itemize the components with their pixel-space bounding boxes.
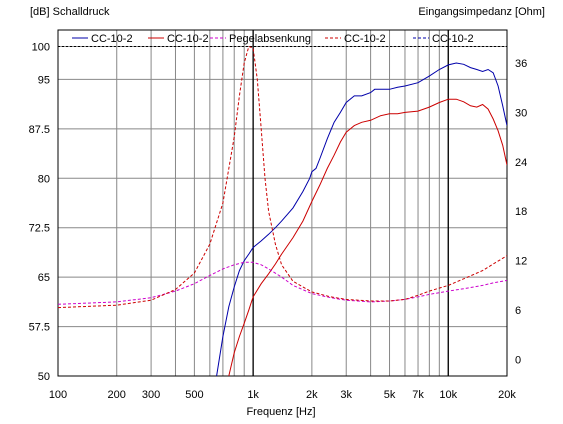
series-line-2	[228, 98, 507, 376]
x-axis-label: Frequenz [Hz]	[246, 406, 315, 418]
x-tick-labels: 100 200 300 500 1k 2k 3k 5k 7k 10k 20k	[49, 389, 517, 401]
y-left-tick-label: 57.5	[29, 322, 50, 334]
legend-entry: CC-10-2	[91, 33, 133, 45]
highlight-lines	[58, 30, 507, 376]
legend-entry: Pegelabsenkung	[229, 33, 311, 45]
y-right-tick-label: 12	[515, 256, 527, 268]
x-tick-label: 200	[108, 389, 126, 401]
x-tick-label: 7k	[412, 389, 424, 401]
x-tick-label: 300	[142, 389, 160, 401]
series-curves	[58, 45, 507, 376]
y-left-axis-label: [dB] Schalldruck	[30, 6, 110, 18]
y-right-tick-labels: 0 6 12 18 24 30 36	[515, 58, 527, 367]
legend-entry: CC-10-2	[432, 33, 474, 45]
x-tick-label: 500	[185, 389, 203, 401]
x-tick-label: 20k	[498, 389, 516, 401]
x-tick-label: 2k	[306, 389, 318, 401]
y-left-tick-label: 50	[38, 371, 50, 383]
y-right-tick-label: 0	[515, 355, 521, 367]
y-right-tick-label: 18	[515, 206, 527, 218]
y-right-axis-label: Eingangsimpedanz [Ohm]	[418, 6, 545, 18]
y-left-tick-label: 72.5	[29, 223, 50, 235]
legend-entry: CC-10-2	[344, 33, 386, 45]
y-left-tick-labels: 50 57.5 65 72.5 80 87.5 95 100	[29, 41, 50, 383]
grid	[58, 30, 507, 376]
series-line-1	[216, 62, 507, 376]
x-tick-label: 1k	[247, 389, 259, 401]
y-left-tick-label: 100	[32, 41, 50, 53]
legend-entry: CC-10-2	[167, 33, 209, 45]
y-left-tick-label: 95	[38, 74, 50, 86]
y-left-tick-label: 87.5	[29, 124, 50, 136]
y-left-tick-label: 65	[38, 272, 50, 284]
series-line-4	[58, 45, 507, 309]
y-right-tick-label: 6	[515, 305, 521, 317]
y-left-tick-label: 80	[38, 173, 50, 185]
series-line-3	[58, 261, 507, 305]
plot-frame	[57, 29, 508, 377]
x-tick-label: 3k	[340, 389, 352, 401]
x-tick-label: 5k	[384, 389, 396, 401]
legend: CC-10-2 CC-10-2 Pegelabsenkung CC-10-2 CC-10…	[72, 33, 474, 45]
y-right-tick-label: 36	[515, 58, 527, 70]
y-right-tick-label: 24	[515, 157, 527, 169]
x-tick-label: 100	[49, 389, 67, 401]
y-right-tick-label: 30	[515, 107, 527, 119]
x-tick-label: 10k	[439, 389, 457, 401]
